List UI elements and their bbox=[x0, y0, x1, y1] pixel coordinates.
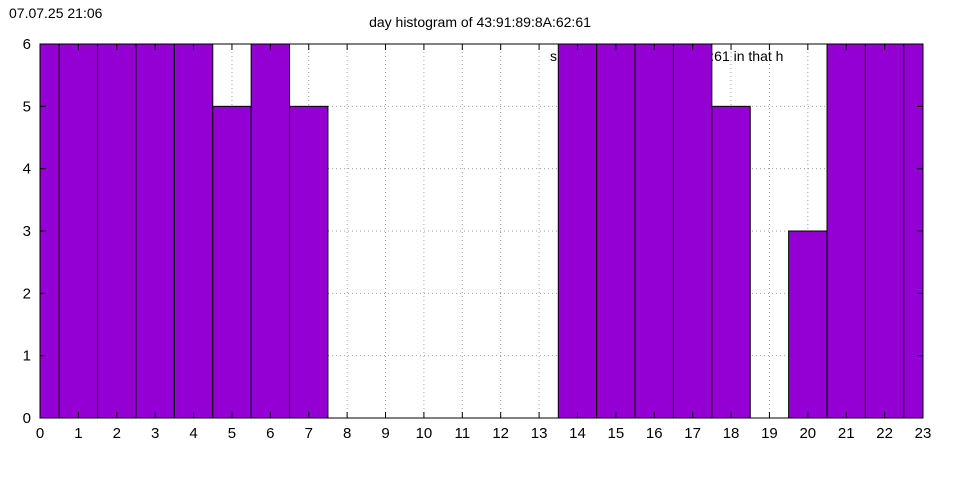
x-tick-label: 5 bbox=[228, 425, 236, 442]
x-tick-label: 13 bbox=[531, 425, 548, 442]
bar bbox=[289, 105, 329, 419]
x-tick-label: 3 bbox=[151, 425, 159, 442]
bars bbox=[39, 43, 924, 419]
y-tick-label: 0 bbox=[23, 410, 31, 427]
bar bbox=[97, 43, 137, 419]
x-tick-label: 21 bbox=[838, 425, 855, 442]
bar bbox=[58, 43, 99, 419]
x-tick-label: 2 bbox=[113, 425, 121, 442]
x-tick-label: 14 bbox=[569, 425, 586, 442]
bar bbox=[173, 43, 214, 419]
x-tick-label: 17 bbox=[684, 425, 701, 442]
bar bbox=[826, 43, 866, 419]
y-tick-label: 2 bbox=[23, 285, 31, 302]
x-tick-label: 23 bbox=[915, 425, 932, 442]
timestamp: 07.07.25 21:06 bbox=[9, 5, 103, 21]
x-tick-label: 16 bbox=[646, 425, 663, 442]
x-tick-label: 10 bbox=[416, 425, 433, 442]
x-tick-label: 22 bbox=[876, 425, 893, 442]
x-tick-label: 11 bbox=[455, 425, 471, 442]
x-tick-label: 0 bbox=[36, 425, 44, 442]
y-tick-label: 3 bbox=[23, 223, 31, 240]
bar bbox=[788, 230, 828, 419]
x-axis-ticks: 0 1 2 3 4 5 6 7 8 9 10 11 12 13 14 15 16 17 18 19 20 21 22 23 bbox=[36, 44, 932, 442]
bar bbox=[596, 43, 636, 419]
x-tick-label: 20 bbox=[799, 425, 816, 442]
y-tick-label: 4 bbox=[23, 161, 31, 178]
x-tick-label: 7 bbox=[305, 425, 313, 442]
bar bbox=[250, 43, 291, 419]
y-tick-label: 1 bbox=[23, 348, 31, 365]
x-tick-label: 12 bbox=[492, 425, 509, 442]
x-tick-label: 19 bbox=[761, 425, 778, 442]
bar bbox=[711, 105, 751, 419]
x-tick-label: 4 bbox=[189, 425, 197, 442]
y-tick-label: 6 bbox=[23, 36, 31, 53]
x-tick-label: 18 bbox=[723, 425, 740, 442]
bar bbox=[557, 43, 598, 419]
bar bbox=[672, 43, 713, 419]
chart-title: day histogram of 43:91:89:8A:62:61 bbox=[369, 14, 591, 30]
x-tick-label: 6 bbox=[266, 425, 274, 442]
x-tick-label: 8 bbox=[343, 425, 351, 442]
y-tick-label: 5 bbox=[23, 98, 31, 115]
bar bbox=[864, 43, 905, 419]
bar bbox=[135, 43, 175, 419]
bar bbox=[634, 43, 674, 419]
x-tick-label: 15 bbox=[608, 425, 625, 442]
x-tick-label: 9 bbox=[381, 425, 389, 442]
x-tick-label: 1 bbox=[74, 425, 82, 442]
y-axis-ticks: 0 1 2 3 4 5 6 bbox=[23, 36, 923, 427]
bar bbox=[212, 105, 252, 419]
